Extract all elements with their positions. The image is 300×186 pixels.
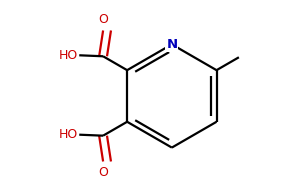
Text: O: O [98, 12, 108, 25]
Text: O: O [98, 166, 108, 179]
Text: N: N [166, 38, 177, 51]
Text: HO: HO [59, 49, 78, 62]
Text: HO: HO [59, 128, 78, 141]
